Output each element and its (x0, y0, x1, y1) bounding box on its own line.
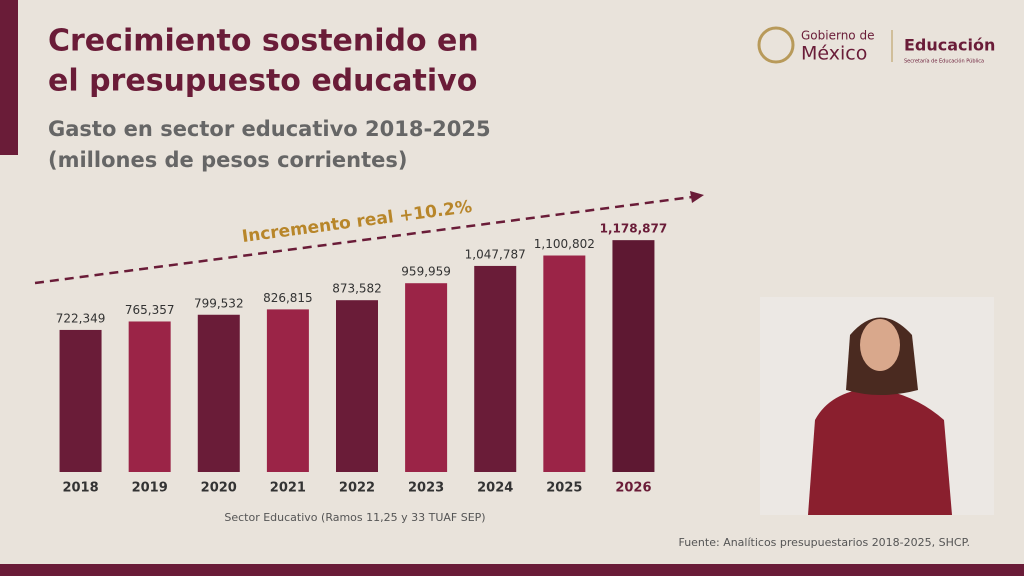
value-label: 826,815 (263, 291, 313, 305)
annotation: Incremento real +10.2% (241, 197, 473, 247)
bar (543, 255, 586, 472)
value-label: 1,178,877 (600, 222, 668, 236)
arrow-head (690, 191, 704, 203)
trend-arrow (34, 195, 693, 285)
logo-text: Educación (904, 36, 995, 55)
subtitle-line: Gasto en sector educativo 2018-2025 (48, 117, 491, 141)
bar (612, 240, 655, 472)
bar (266, 309, 309, 472)
source: Fuente: Analíticos presupuestarios 2018-… (678, 536, 970, 549)
logo-text: Secretaría de Educación Pública (904, 58, 984, 65)
x-tick-label: 2025 (546, 481, 582, 496)
value-label: 799,532 (194, 296, 244, 310)
logo-text: Gobierno de (801, 29, 874, 43)
bar (59, 329, 102, 472)
value-label: 1,047,787 (465, 247, 526, 261)
interpreter (808, 388, 952, 515)
bar (405, 283, 448, 472)
title-line: el presupuesto educativo (48, 64, 477, 99)
bar (197, 314, 240, 472)
bar (474, 265, 517, 472)
x-tick-label: 2021 (270, 481, 306, 496)
x-tick-label: 2019 (132, 481, 168, 496)
bar (128, 321, 171, 472)
x-tick-label: 2020 (201, 481, 237, 496)
x-tick-label: 2018 (62, 481, 98, 496)
x-tick-label: 2026 (615, 481, 651, 496)
x-axis-label: Sector Educativo (Ramos 11,25 y 33 TUAF … (224, 511, 485, 524)
subtitle-line: (millones de pesos corrientes) (48, 148, 407, 172)
title-line: Crecimiento sostenido en (48, 24, 479, 59)
x-tick-label: 2023 (408, 481, 444, 496)
logo-seal (757, 26, 795, 64)
value-label: 873,582 (332, 282, 382, 296)
x-tick-label: 2022 (339, 481, 375, 496)
bottom-strip (0, 564, 1024, 576)
interpreter-face (860, 319, 900, 371)
x-tick-label: 2024 (477, 481, 513, 496)
value-label: 959,959 (401, 265, 451, 279)
bar (336, 300, 378, 472)
value-label: 1,100,802 (534, 237, 595, 251)
value-label: 722,349 (56, 311, 106, 325)
value-label: 765,357 (125, 303, 175, 317)
logo-text: México (801, 43, 867, 65)
side-strip (0, 0, 18, 155)
